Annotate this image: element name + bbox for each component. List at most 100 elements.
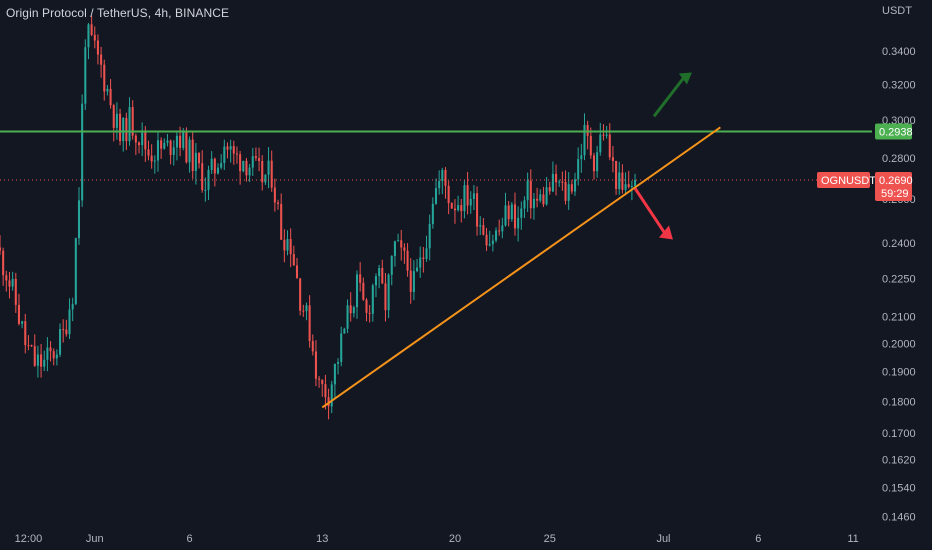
candle-body	[182, 130, 185, 148]
candle-body	[119, 113, 122, 142]
up-arrow-icon	[678, 72, 692, 85]
candle-body	[175, 135, 178, 148]
candle-body	[577, 159, 580, 180]
candle-body	[302, 310, 305, 312]
candle-body	[532, 198, 535, 209]
candle-body	[5, 275, 8, 281]
candle-body	[93, 34, 96, 41]
candle-body	[457, 205, 460, 211]
candle-body	[355, 274, 359, 308]
candle-body	[381, 268, 384, 284]
candle-body	[618, 172, 621, 189]
candle-body	[495, 230, 498, 241]
candle-body	[198, 152, 201, 164]
chart-title: Origin Protocol / TetherUS, 4h, BINANCE	[6, 6, 230, 20]
candle-body	[55, 354, 58, 359]
time-tick-label: 6	[187, 533, 193, 545]
candle-body	[153, 160, 156, 162]
candle-body	[627, 184, 630, 188]
time-tick-label: 25	[544, 533, 556, 545]
candle-body	[59, 329, 62, 355]
candle-body	[406, 250, 409, 271]
candle-body	[235, 153, 238, 155]
candle-body	[172, 147, 175, 155]
candle-body	[141, 131, 144, 146]
time-tick-label: 20	[449, 533, 461, 545]
candle-body	[305, 305, 308, 312]
candle-body	[513, 204, 517, 229]
candle-body	[68, 309, 71, 335]
candle-body	[599, 134, 602, 153]
candle-body	[0, 247, 2, 251]
candle-body	[62, 329, 65, 331]
candle-body	[634, 180, 637, 186]
candle-body	[213, 158, 216, 174]
price-tick-label: 0.1700	[882, 428, 916, 440]
candle-body	[226, 146, 229, 150]
candle-body	[270, 160, 273, 188]
candle-body	[624, 184, 627, 190]
candle-body	[147, 149, 150, 156]
candle-body	[608, 134, 611, 158]
candle-body	[239, 154, 242, 172]
time-tick-label: 12:00	[15, 533, 43, 545]
candle-body	[491, 240, 494, 245]
resistance-tag	[875, 123, 912, 140]
candle-body	[472, 193, 475, 199]
candle-body	[283, 239, 286, 251]
candle-body	[545, 187, 548, 205]
candle-body	[482, 225, 485, 235]
candle-body	[327, 397, 330, 407]
candle-body	[254, 156, 257, 159]
candle-body	[517, 217, 520, 229]
candle-body	[337, 362, 340, 364]
candle-body	[245, 160, 248, 176]
candle-body	[390, 256, 393, 275]
candle-body	[134, 135, 137, 143]
time-tick-label: 11	[847, 533, 858, 545]
candle-body	[419, 257, 422, 268]
candle-body	[106, 88, 109, 92]
candle-body	[523, 200, 526, 209]
candle-body	[583, 124, 586, 156]
candle-body	[242, 160, 245, 172]
candle-body	[166, 140, 169, 143]
candle-body	[128, 107, 131, 142]
candle-body	[463, 185, 466, 212]
candle-body	[40, 354, 43, 367]
candle-body	[346, 305, 349, 329]
candle-body	[156, 140, 159, 161]
countdown-value: 59:29	[881, 188, 909, 200]
candle-body	[498, 230, 501, 232]
time-tick-label: 6	[755, 533, 761, 545]
candle-body	[96, 40, 99, 55]
ascending-trendline	[321, 126, 721, 409]
candle-body	[321, 379, 324, 385]
price-axis-bg	[872, 0, 932, 550]
candle-body	[548, 187, 551, 192]
candle-body	[216, 167, 220, 174]
candle-body	[488, 244, 491, 246]
candle-body	[232, 146, 235, 154]
candle-body	[201, 163, 204, 191]
candle-body	[122, 117, 125, 142]
candle-body	[2, 250, 5, 276]
candle-body	[469, 198, 472, 206]
down-arrow-shaft	[633, 187, 667, 235]
price-tick-label: 0.2000	[882, 338, 916, 350]
candle-body	[349, 305, 352, 314]
candle-body	[33, 346, 36, 366]
candle-body	[100, 54, 103, 65]
candle-body	[570, 184, 573, 192]
candle-body	[586, 124, 589, 136]
candle-body	[188, 139, 191, 163]
time-tick-label: 13	[316, 533, 328, 545]
candle-body	[539, 194, 542, 201]
candle-body	[466, 185, 469, 206]
price-tick-label: 0.3200	[882, 79, 916, 91]
candle-body	[359, 274, 362, 283]
candle-body	[46, 347, 49, 360]
candle-body	[311, 341, 314, 352]
